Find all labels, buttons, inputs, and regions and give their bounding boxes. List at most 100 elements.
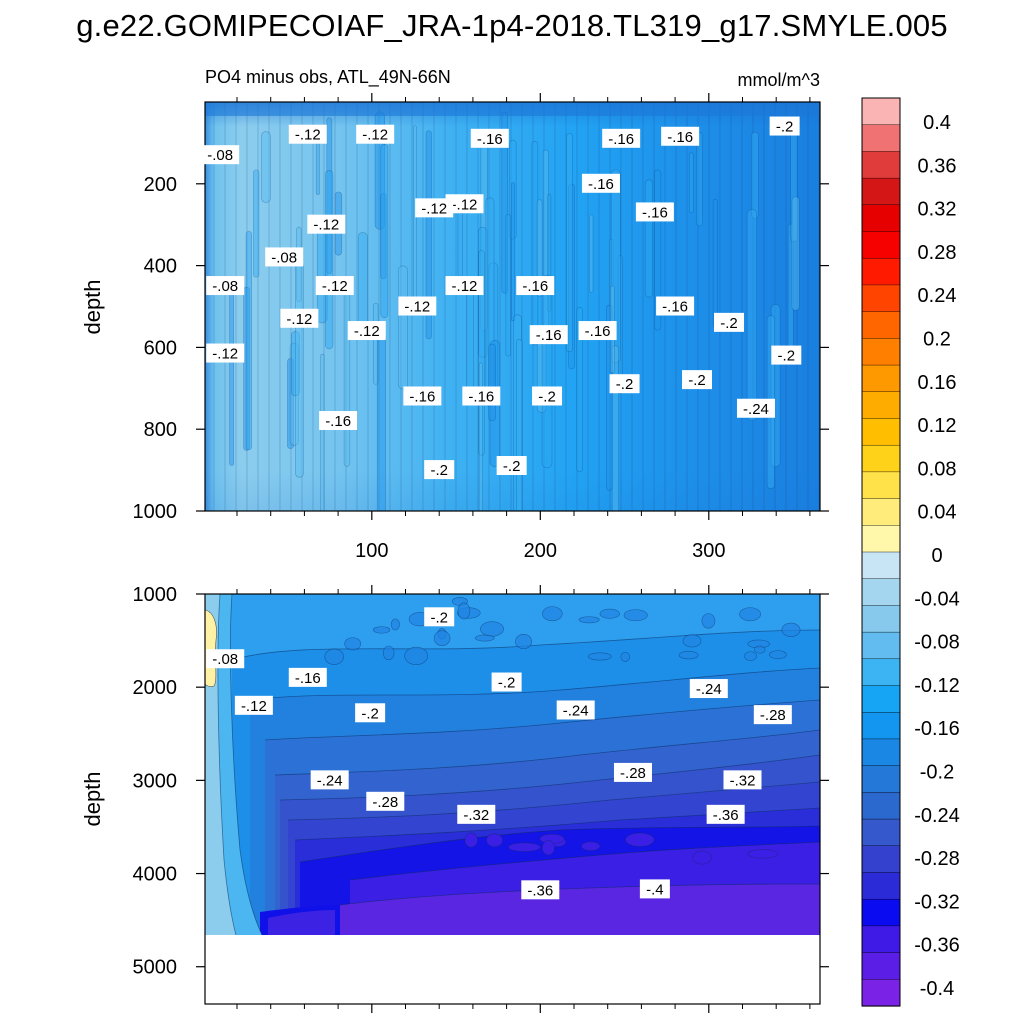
contour-label: -.36 [706,804,745,824]
contour-label: -.16 [288,667,327,687]
colorbar-swatch [861,177,901,206]
contour-label: -.16 [529,325,568,345]
lower-contour-labels: -.08 -.12 -.16 -.2 -.2 -.2 -.24 -.24 -.28 -.24 -.2… [206,607,792,900]
colorbar-swatch [861,124,901,153]
contour-label: -.12 [356,124,395,144]
colorbar-swatch [861,97,901,126]
colorbar-tick-label: 0.36 [918,155,957,177]
colorbar-tick-label: -0.16 [914,718,960,740]
contour-label: -.08 [206,276,245,296]
contour-label-text: -.12 [354,323,380,340]
contour-label-text: -.12 [286,311,312,328]
upper-axis-ticks: 100 200 300 200 400 600 800 1000 [133,93,829,562]
contour-label: -.12 [288,124,327,144]
contour-label: -.08 [265,247,304,267]
contour-label-text: -.12 [313,217,339,234]
contour-label-text: -.28 [620,765,646,782]
contour-label-text: -.16 [325,413,351,430]
contour-label: -.16 [661,126,700,146]
colorbar-swatch [861,231,901,259]
contour-label-text: -.16 [477,131,503,148]
colorbar-tick-label: -0.12 [914,675,960,697]
contour-label-text: -.16 [585,323,611,340]
contour-label-text: -.08 [271,249,297,266]
contour-label: -.16 [656,296,695,316]
contour-label: -.12 [206,343,245,363]
contour-label: -.2 [769,116,800,136]
contour-label: -.24 [736,398,775,418]
contour-label: -.12 [315,276,354,296]
colorbar-swatch [861,391,901,420]
contour-label: -.2 [496,456,527,476]
colorbar-swatch [861,952,901,980]
y-tick-label: 1000 [133,584,178,606]
contour-label: -.2 [714,312,745,332]
colorbar-swatch [861,258,901,286]
contour-label-text: -.24 [317,772,343,789]
colorbar-swatch [861,845,901,874]
contour-label-text: -.28 [760,707,786,724]
contour-label-text: -.16 [608,131,634,148]
subtitle-left: PO4 minus obs, ATL_49N-66N [205,67,451,88]
contour-label-text: -.16 [662,299,688,316]
contour-label: -.16 [516,276,555,296]
lower-plot-field [205,594,820,1004]
lower-contour-bands [324,597,801,865]
contour-label: -.12 [280,308,319,328]
contour-label: -.16 [403,386,442,406]
y-tick-label: 400 [144,256,177,278]
x-tick-label: 300 [692,540,725,562]
contour-label-text: -.16 [642,204,668,221]
y-tick-label: 2000 [133,677,178,699]
contour-label-text: -.2 [778,348,796,365]
contour-label-text: -.08 [212,651,238,668]
colorbar-swatch [861,471,901,500]
contour-label: -.28 [366,791,405,811]
colorbar-swatch [861,444,901,473]
upper-panel: PO4 minus obs, ATL_49N-66N mmol/m^3 100 2… [80,67,829,562]
contour-label-text: -.4 [646,881,664,898]
contour-label-text: -.36 [527,882,553,899]
contour-label-text: -.12 [452,278,478,295]
contour-label-text: -.16 [522,278,548,295]
contour-label: -.2 [424,460,455,480]
colorbar-tick-label: -0.32 [914,891,960,913]
contour-label: -.16 [581,173,620,193]
colorbar-tick-label: 0.08 [918,458,957,480]
contour-label-text: -.2 [430,462,448,479]
y-tick-label: 800 [144,419,177,441]
colorbar-swatch [861,364,901,393]
colorbar-swatch [861,498,901,526]
colorbar-swatch [861,418,901,446]
colorbar-swatch [861,898,901,927]
contour-label-text: -.24 [563,702,589,719]
contour-label-text: -.36 [713,807,739,824]
contour-label-text: -.12 [452,196,478,213]
contour-label-text: -.28 [372,794,398,811]
colorbar-tick-label: -0.04 [914,588,960,610]
colorbar-swatch [861,792,901,820]
contour-label-text: -.2 [720,315,738,332]
colorbar: 0.4 0.36 0.32 0.28 0.24 0.2 0.16 0.12 0.08 0.04 0 -… [861,97,960,1007]
contour-label: -.2 [424,607,455,627]
contour-label-text: -.12 [241,698,267,715]
contour-label-text: -.2 [688,372,706,389]
contour-label-text: -.12 [404,299,430,316]
lower-axis-ticks: 1000 2000 3000 4000 5000 [133,584,829,1013]
contour-label-text: -.12 [362,127,388,144]
colorbar-swatch [861,765,901,793]
contour-label: -.2 [355,703,386,723]
contour-label: -.16 [462,386,501,406]
contour-label-text: -.32 [730,772,756,789]
colorbar-tick-label: 0.2 [923,329,951,351]
colorbar-tick-label: -0.28 [914,848,960,870]
contour-label: -.36 [521,880,560,900]
colorbar-tick-label: 0.24 [918,285,957,307]
contour-label-text: -.2 [361,705,379,722]
contour-label: -.12 [445,194,484,214]
colorbar-swatch [861,685,901,713]
colorbar-swatch [861,284,901,313]
contour-label: -.16 [602,128,641,148]
contour-label: -.2 [491,672,522,692]
